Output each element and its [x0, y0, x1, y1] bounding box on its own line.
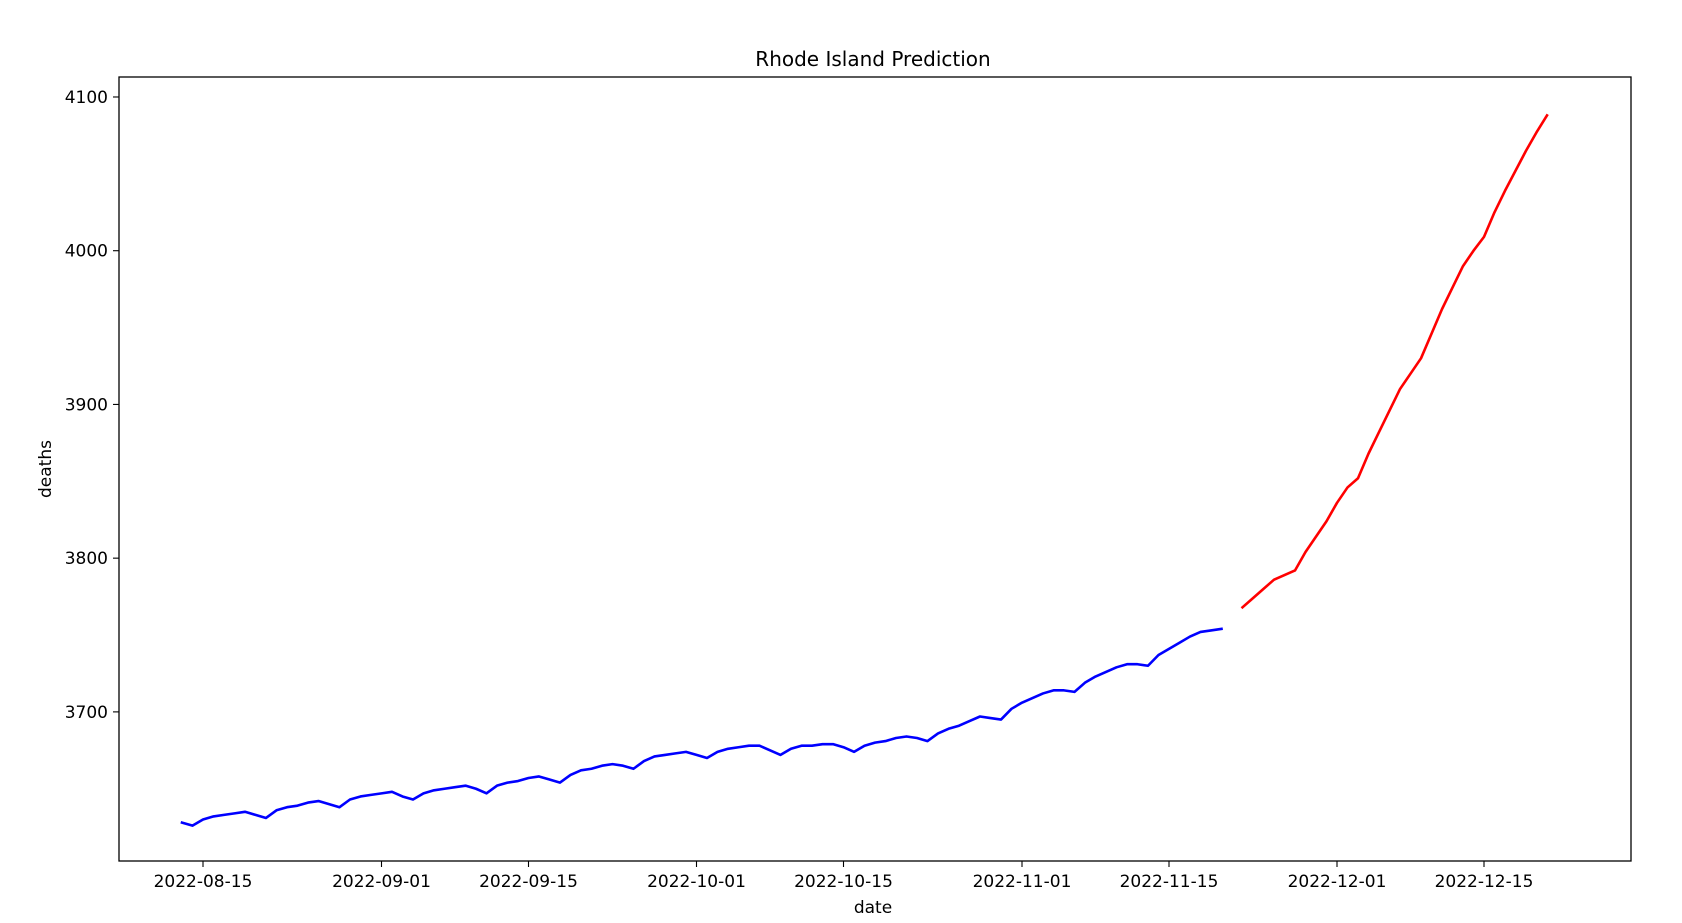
plot-frame: [118, 76, 1632, 862]
y-tick-label: 3700: [65, 703, 108, 723]
series-line-1: [1240, 113, 1549, 610]
y-tick-label: 3800: [65, 549, 108, 569]
chart-title: Rhode Island Prediction: [755, 47, 990, 71]
x-axis: 2022-08-15 2022-09-01 2022-09-15 2022-10-01…: [154, 861, 1534, 892]
x-tick-label: 2022-11-15: [1120, 872, 1219, 892]
series-line-0: [180, 627, 1223, 827]
x-tick-label: 2022-10-15: [794, 872, 893, 892]
y-axis: 3700 3800 3900 4000 4100: [65, 88, 119, 723]
series-layer: [180, 113, 1549, 827]
y-tick-label: 4100: [65, 88, 108, 108]
x-tick-label: 2022-09-01: [332, 872, 431, 892]
x-tick-label: 2022-09-15: [479, 872, 578, 892]
x-tick-label: 2022-12-15: [1435, 872, 1534, 892]
y-tick-label: 3900: [65, 395, 108, 415]
x-tick-label: 2022-11-01: [973, 872, 1072, 892]
x-tick-label: 2022-10-01: [647, 872, 746, 892]
x-tick-label: 2022-08-15: [154, 872, 253, 892]
y-axis-label: deaths: [36, 440, 56, 498]
y-tick-label: 4000: [65, 242, 108, 262]
x-tick-label: 2022-12-01: [1288, 872, 1387, 892]
x-axis-label: date: [854, 898, 892, 918]
